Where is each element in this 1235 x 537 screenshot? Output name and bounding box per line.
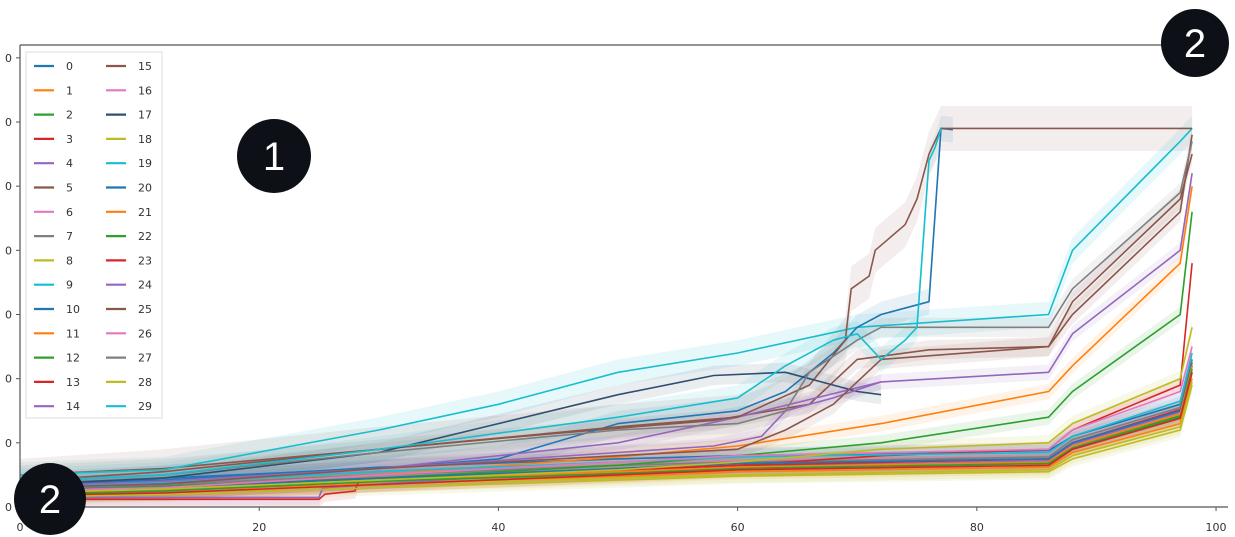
legend-label-13: 13 [66,376,80,389]
legend-label-16: 16 [138,84,152,97]
legend-label-3: 3 [66,133,73,146]
y-tick-label: 0 [5,244,12,257]
legend-label-6: 6 [66,206,73,219]
band-series-19 [20,345,1193,496]
legend: 0123456789101112131415161718192021222324… [25,51,163,419]
legend-label-20: 20 [138,182,152,195]
band-series-29 [20,115,941,495]
callout-number: 1 [263,135,285,179]
line-series-20 [19,362,1193,492]
y-tick-label: 0 [5,437,12,450]
line-series-25 [19,153,1193,489]
legend-label-26: 26 [138,327,152,340]
x-tick-label: 20 [252,521,266,534]
x-tick-label: 60 [731,521,745,534]
y-tick-label: 0 [5,116,12,129]
y-tick-label: 0 [5,373,12,386]
x-tick-label: 0 [17,521,24,534]
legend-label-28: 28 [138,376,152,389]
line-series-26 [19,346,1193,492]
line-series-23 [19,372,1193,497]
legend-label-5: 5 [66,182,73,195]
callout-badge [1161,9,1229,77]
legend-label-29: 29 [138,400,152,413]
legend-label-4: 4 [66,157,73,170]
confidence-bands [20,106,1193,507]
legend-label-2: 2 [66,109,73,122]
legend-label-12: 12 [66,352,80,365]
y-tick-label: 0 [5,52,12,65]
legend-label-8: 8 [66,254,73,267]
legend-label-22: 22 [138,230,152,243]
legend-label-7: 7 [66,230,73,243]
legend-label-21: 21 [138,206,152,219]
callout-badge [14,463,86,535]
line-series-24 [19,381,882,488]
band-series-15 [20,106,1193,504]
callout-number: 2 [39,478,61,522]
line-series-29 [19,128,942,483]
band-series-23 [20,364,1193,504]
legend-label-25: 25 [138,303,152,316]
y-tick-label: 0 [5,501,12,514]
line-series-17 [19,371,882,486]
callout-badge [237,119,311,193]
line-series-22 [19,368,1193,495]
legend-label-1: 1 [66,84,73,97]
line-series-18 [19,384,1193,499]
x-tick-label: 100 [1206,521,1227,534]
line-series-9 [19,127,1193,476]
callouts: 122 [14,9,1229,535]
legend-label-14: 14 [66,400,80,413]
legend-label-24: 24 [138,279,152,292]
legend-label-10: 10 [66,303,80,316]
legend-label-11: 11 [66,327,80,340]
callout-number: 2 [1184,22,1206,66]
band-series-10 [20,115,953,501]
line-series-15 [19,127,1193,483]
line-series-28 [19,327,1193,494]
y-tick-label: 0 [5,180,12,193]
legend-label-19: 19 [138,157,152,170]
legend-label-27: 27 [138,352,152,365]
legend-label-17: 17 [138,109,152,122]
x-tick-label: 40 [491,521,505,534]
band-series-8 [20,374,1193,504]
line-series-27 [19,141,1193,483]
legend-label-18: 18 [138,133,152,146]
x-tick-label: 80 [970,521,984,534]
legend-label-23: 23 [138,254,152,267]
legend-label-0: 0 [66,60,73,73]
legend-label-9: 9 [66,279,73,292]
y-tick-label: 0 [5,309,12,322]
band-series-11 [20,178,1193,499]
legend-label-15: 15 [138,60,152,73]
series-lines [19,127,1193,501]
